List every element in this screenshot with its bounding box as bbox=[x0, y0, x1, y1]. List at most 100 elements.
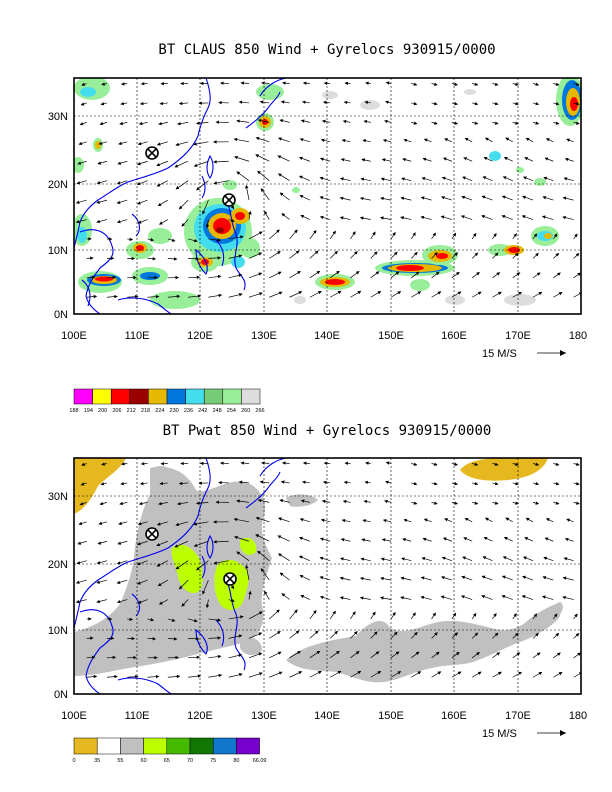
wind-arrowhead bbox=[300, 119, 305, 123]
wind-arrowhead bbox=[156, 542, 161, 547]
x-tick-label: 100E bbox=[61, 330, 87, 342]
wind-arrowhead bbox=[76, 561, 81, 565]
wind-arrowhead bbox=[119, 121, 124, 126]
wind-arrowhead bbox=[157, 582, 162, 587]
wind-arrowhead bbox=[234, 535, 238, 540]
wind-arrowhead bbox=[481, 195, 486, 199]
wind-arrowhead bbox=[96, 219, 101, 224]
wind-arrowhead bbox=[355, 651, 360, 655]
wind-arrowhead bbox=[484, 517, 489, 521]
wind-arrowhead bbox=[316, 270, 321, 275]
wind-arrowhead bbox=[518, 291, 523, 296]
wind-arrowhead bbox=[277, 155, 282, 159]
wind-arrowhead bbox=[555, 462, 560, 466]
wind-arrowhead bbox=[257, 170, 261, 175]
wind-arrowhead bbox=[96, 200, 101, 204]
wind-arrowhead bbox=[385, 81, 390, 85]
wind-arrowhead bbox=[415, 651, 420, 656]
wind-arrowhead bbox=[233, 517, 238, 522]
wind-arrowhead bbox=[88, 617, 92, 621]
wind-arrowhead bbox=[498, 291, 502, 295]
wind-arrowhead bbox=[139, 481, 144, 486]
wind-arrowhead bbox=[240, 81, 245, 85]
wind-arrowhead bbox=[100, 102, 105, 106]
wind-arrowhead bbox=[280, 480, 285, 484]
wind-arrowhead bbox=[217, 654, 222, 659]
wind-arrowhead bbox=[503, 157, 508, 161]
wind-arrowhead bbox=[114, 294, 118, 299]
wind-arrowhead bbox=[176, 294, 181, 299]
wind-arrowhead bbox=[535, 501, 540, 505]
wind-arrowhead bbox=[230, 205, 235, 210]
wind-arrowhead bbox=[156, 522, 161, 526]
wind-arrowhead bbox=[218, 100, 222, 105]
wind-arrowhead bbox=[316, 650, 321, 655]
wind-arrowhead bbox=[462, 556, 466, 560]
wind-arrowhead bbox=[524, 537, 529, 541]
wind-arrowhead bbox=[359, 576, 364, 581]
wind-arrowhead bbox=[158, 121, 162, 126]
wind-arrowhead bbox=[437, 291, 442, 295]
x-tick-label: 170E bbox=[505, 330, 531, 342]
wind-arrowhead bbox=[454, 102, 459, 106]
wind-arrowhead bbox=[276, 229, 280, 234]
wind-scale-label: 15 M/S bbox=[482, 728, 517, 740]
wind-scale: 15 M/S bbox=[482, 728, 566, 740]
wind-arrowhead bbox=[76, 181, 81, 185]
wind-arrowhead bbox=[440, 196, 445, 200]
wind-arrowhead bbox=[77, 541, 82, 545]
wind-scale: 15 M/S bbox=[482, 348, 566, 360]
wind-arrowhead bbox=[180, 81, 184, 86]
wind-arrowhead bbox=[541, 215, 546, 219]
wind-arrowhead bbox=[379, 216, 384, 220]
wind-arrowhead bbox=[377, 291, 382, 295]
wind-arrowhead bbox=[522, 176, 527, 180]
wind-arrowhead bbox=[364, 100, 369, 105]
wind-arrowhead bbox=[524, 157, 529, 161]
wind-arrowhead bbox=[363, 119, 368, 124]
wind-arrowhead bbox=[302, 461, 307, 465]
wind-arrowhead bbox=[319, 576, 324, 580]
wind-arrowhead bbox=[281, 213, 286, 217]
wind-vectors bbox=[75, 81, 581, 299]
wind-arrowhead bbox=[535, 482, 540, 486]
wind-arrowhead bbox=[564, 157, 569, 162]
wind-arrowhead bbox=[501, 575, 506, 579]
wind-arrowhead bbox=[258, 272, 263, 276]
wind-arrowhead bbox=[522, 556, 527, 560]
wind-arrowhead bbox=[577, 652, 581, 656]
wind-arrowhead bbox=[397, 671, 402, 675]
wind-arrowhead bbox=[255, 136, 260, 141]
wind-arrowhead bbox=[90, 636, 94, 640]
y-axis: 0N 10N 20N 30N bbox=[48, 491, 68, 701]
wind-arrowhead bbox=[364, 480, 369, 485]
wind-arrowhead bbox=[413, 462, 418, 466]
wind-arrowhead bbox=[96, 561, 101, 565]
wind-arrowhead bbox=[505, 137, 510, 141]
wind-arrowhead bbox=[555, 82, 560, 86]
colorbar-label: 75 bbox=[210, 758, 216, 764]
wind-arrowhead bbox=[352, 611, 356, 615]
wind-arrowhead bbox=[108, 617, 113, 621]
wind-arrowhead bbox=[264, 210, 268, 215]
wind-arrowhead bbox=[460, 595, 465, 599]
wind-arrowhead bbox=[502, 176, 507, 180]
wind-arrowhead bbox=[176, 674, 181, 679]
wind-arrowhead bbox=[313, 229, 317, 234]
y-tick-label: 0N bbox=[54, 689, 68, 701]
wind-arrowhead bbox=[298, 156, 303, 160]
wind-arrowhead bbox=[134, 674, 139, 679]
wind-arrowhead bbox=[395, 271, 400, 275]
wind-arrowhead bbox=[400, 596, 404, 600]
wind-arrowhead bbox=[299, 518, 304, 522]
wind-arrowhead bbox=[555, 121, 560, 125]
wind-arrowhead bbox=[196, 655, 201, 659]
colorbar-swatch bbox=[120, 737, 144, 755]
wind-arrowhead bbox=[213, 540, 217, 544]
colorbar-label: 188 bbox=[69, 408, 78, 414]
wind-arrowhead bbox=[238, 293, 243, 297]
wind-arrowhead bbox=[298, 671, 303, 675]
wind-arrowhead bbox=[380, 196, 384, 201]
wind-arrowhead bbox=[298, 291, 303, 295]
